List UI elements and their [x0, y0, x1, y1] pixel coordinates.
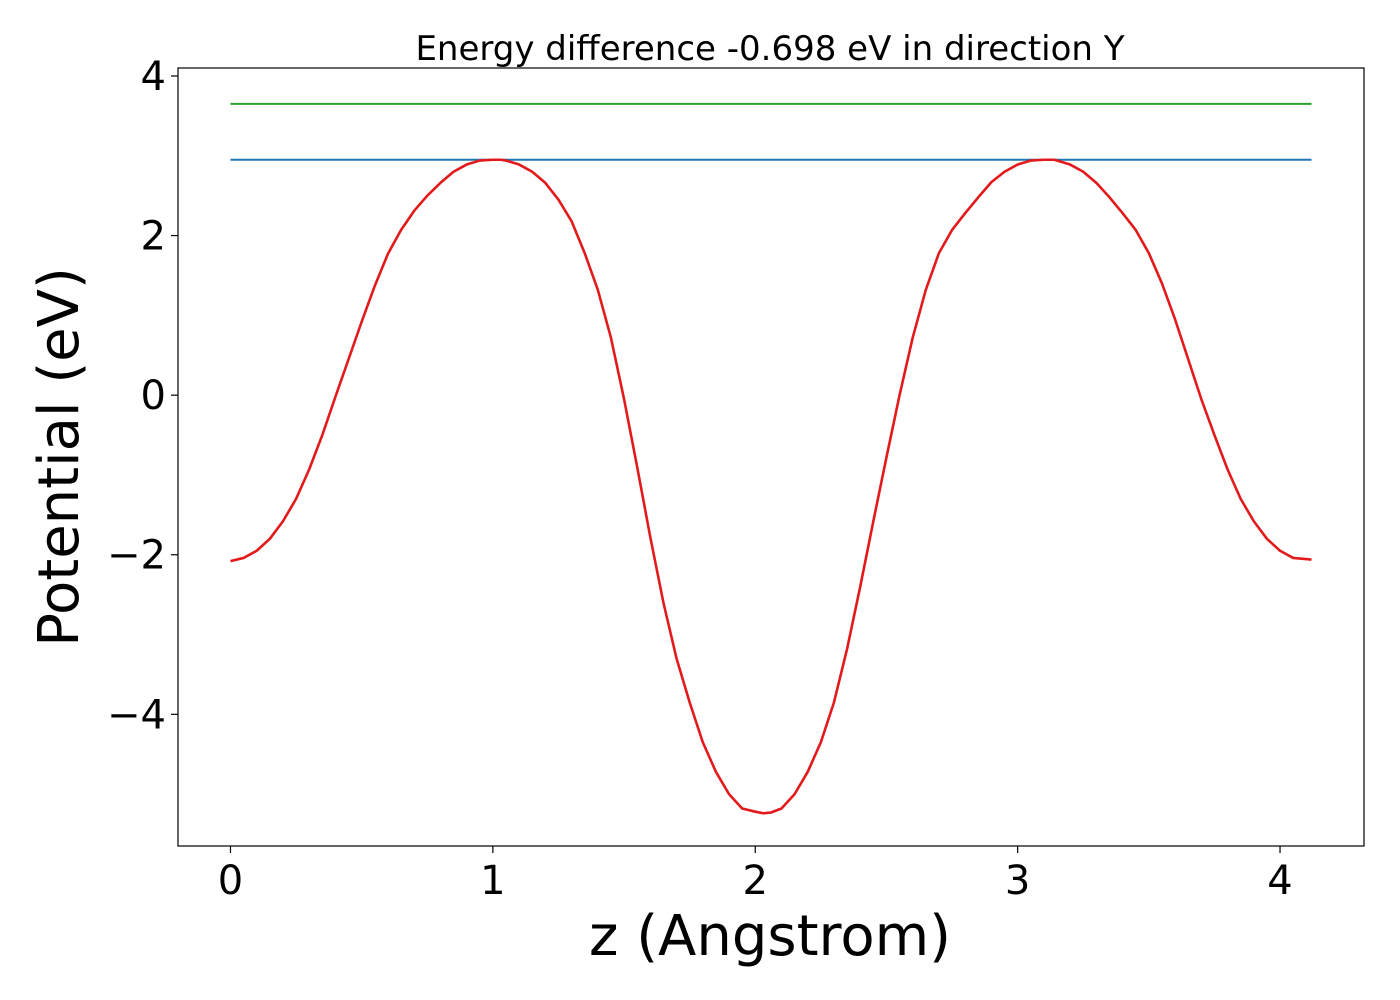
- x-tick-label: 0: [218, 858, 243, 904]
- y-axis-label: Potential (eV): [27, 267, 92, 647]
- series-layer: [230, 102, 1312, 815]
- y-tick-label: −4: [107, 692, 166, 738]
- y-tick-label: 4: [141, 54, 166, 100]
- series-line-3: [230, 158, 1312, 815]
- x-tick-label: 3: [1005, 858, 1030, 904]
- y-tick-label: 0: [141, 373, 166, 419]
- y-tick-label: −2: [107, 533, 166, 579]
- x-tick-label: 1: [480, 858, 505, 904]
- x-tick-label: 2: [743, 858, 768, 904]
- y-tick-label: 2: [141, 214, 166, 260]
- ticks-layer: 0 1 2 3 4 −4 −2 0 2 4: [107, 54, 1293, 904]
- x-tick-label: 4: [1267, 858, 1292, 904]
- chart-title: Energy difference -0.698 eV in direction…: [415, 29, 1124, 69]
- x-axis-label: z (Angstrom): [589, 904, 951, 969]
- plot-frame: [177, 67, 1365, 847]
